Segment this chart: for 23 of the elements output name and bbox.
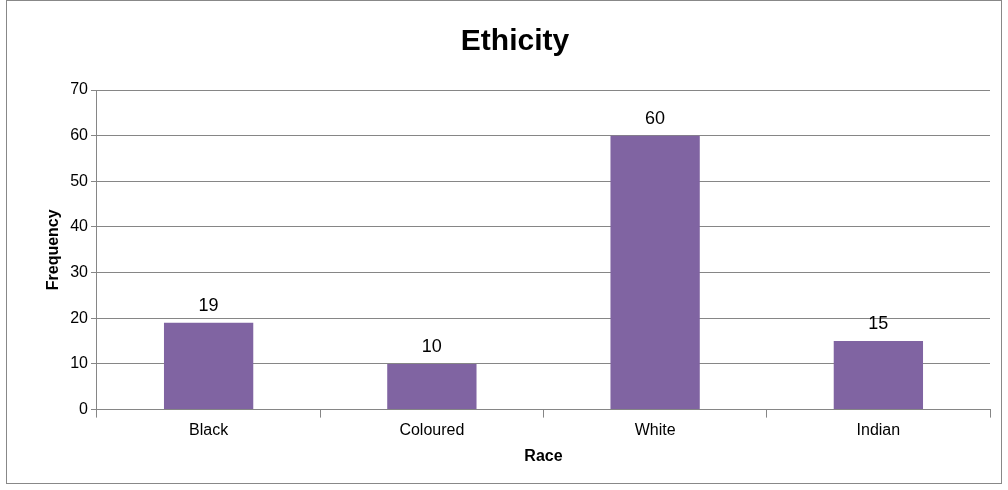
data-label: 10 [421,335,442,356]
data-label: 19 [198,294,219,315]
bar [387,363,477,410]
y-tick-label: 50 [70,171,89,189]
x-tick-label: White [634,420,676,438]
x-tick-label: Indian [856,420,901,438]
y-tick-label: 40 [70,217,89,235]
bar [163,322,254,410]
x-tick-label: Coloured [399,420,465,438]
y-tick-label: 70 [70,80,89,98]
y-tick-label: 20 [70,308,89,326]
y-tick-label: 10 [70,354,89,372]
y-tick-label: 30 [70,263,89,281]
bar [610,135,700,410]
data-label: 60 [645,107,666,128]
data-label: 15 [868,313,889,334]
y-tick-label: 0 [79,400,89,418]
y-axis-title: Frequency [44,209,62,291]
chart-title: Ethicity [460,23,570,57]
x-tick-label: Black [189,420,230,438]
y-tick-label: 60 [70,126,89,144]
bar [833,341,924,410]
x-axis-title: Race [524,446,563,464]
